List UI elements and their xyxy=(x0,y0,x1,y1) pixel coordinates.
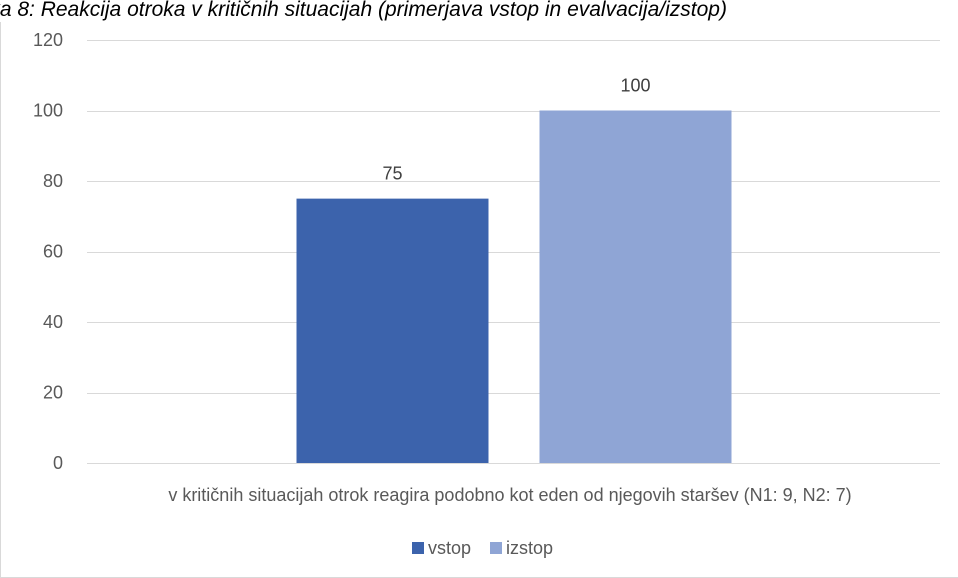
legend: vstop izstop xyxy=(412,538,553,558)
y-tick-label: 80 xyxy=(43,171,63,191)
y-tick-label: 20 xyxy=(43,383,63,403)
x-category-label: v kritičnih situacijah otrok reagira pod… xyxy=(168,485,851,505)
bars xyxy=(296,110,732,463)
legend-swatch-vstop xyxy=(412,542,424,554)
figure-caption: Slika 8: Reakcija otroka v kritičnih sit… xyxy=(0,0,727,21)
bar-izstop xyxy=(539,110,732,463)
data-label-vstop: 75 xyxy=(382,164,402,184)
data-label-izstop: 100 xyxy=(620,76,650,96)
y-tick-label: 60 xyxy=(43,242,63,262)
gridlines xyxy=(87,40,940,464)
legend-label-izstop: izstop xyxy=(506,538,553,558)
legend-swatch-izstop xyxy=(490,542,502,554)
y-tick-label: 120 xyxy=(33,30,63,50)
y-axis-ticks: 0 20 40 60 80 100 120 xyxy=(33,30,63,473)
y-tick-label: 0 xyxy=(53,453,63,473)
y-tick-label: 100 xyxy=(33,101,63,121)
y-tick-label: 40 xyxy=(43,312,63,332)
bar-vstop xyxy=(296,198,489,463)
legend-label-vstop: vstop xyxy=(428,538,471,558)
data-labels: 75 100 xyxy=(382,76,650,184)
